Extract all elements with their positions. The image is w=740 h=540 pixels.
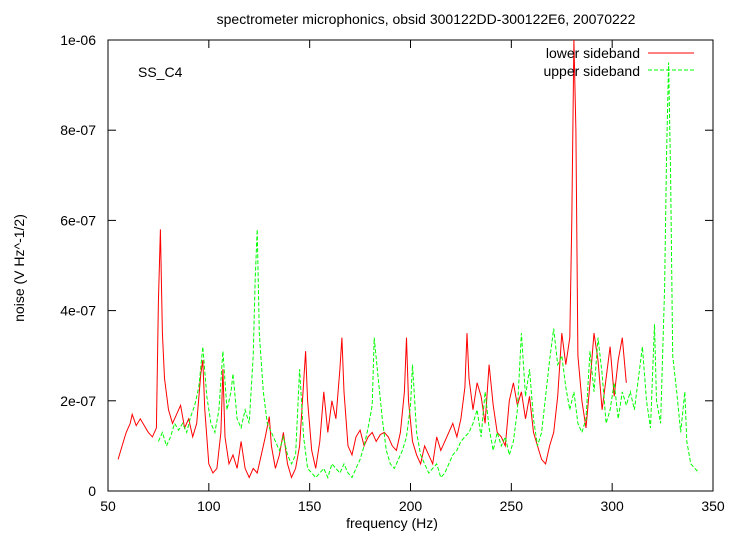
series-line-upper-sideband — [157, 62, 700, 479]
x-tick-label: 50 — [100, 498, 116, 514]
x-tick-label: 350 — [701, 498, 725, 514]
y-tick-label: 2e-07 — [60, 393, 96, 409]
y-tick-label: 6e-07 — [60, 212, 96, 228]
y-tick-label: 4e-07 — [60, 303, 96, 319]
y-axis-title: noise (V Hz^-1/2) — [11, 214, 27, 322]
x-tick-label: 200 — [399, 498, 423, 514]
plot-area: 50 100 150 200 250 300 350 0 2e-07 4e-07 6e-07 8e-0… — [60, 32, 725, 514]
tick-layer: 50 100 150 200 250 300 350 0 2e-07 4e-07 6e-07 8e-0… — [60, 32, 725, 514]
x-tick-label: 100 — [197, 498, 221, 514]
x-tick-label: 300 — [600, 498, 624, 514]
y-tick-label: 8e-07 — [60, 122, 96, 138]
legend-label-upper-sideband: upper sideband — [543, 63, 640, 79]
x-tick-label: 250 — [500, 498, 524, 514]
x-axis-title: frequency (Hz) — [346, 515, 438, 531]
chart-title: spectrometer microphonics, obsid 300122D… — [217, 11, 636, 27]
legend: lower sideband upper sideband — [543, 45, 694, 79]
legend-label-lower-sideband: lower sideband — [546, 45, 640, 61]
chart-annotation: SS_C4 — [138, 64, 183, 80]
series-layer — [117, 39, 700, 479]
series-line-lower-sideband — [117, 39, 627, 479]
y-tick-label: 1e-06 — [60, 32, 96, 48]
x-tick-label: 150 — [298, 498, 322, 514]
y-tick-label: 0 — [88, 483, 96, 499]
